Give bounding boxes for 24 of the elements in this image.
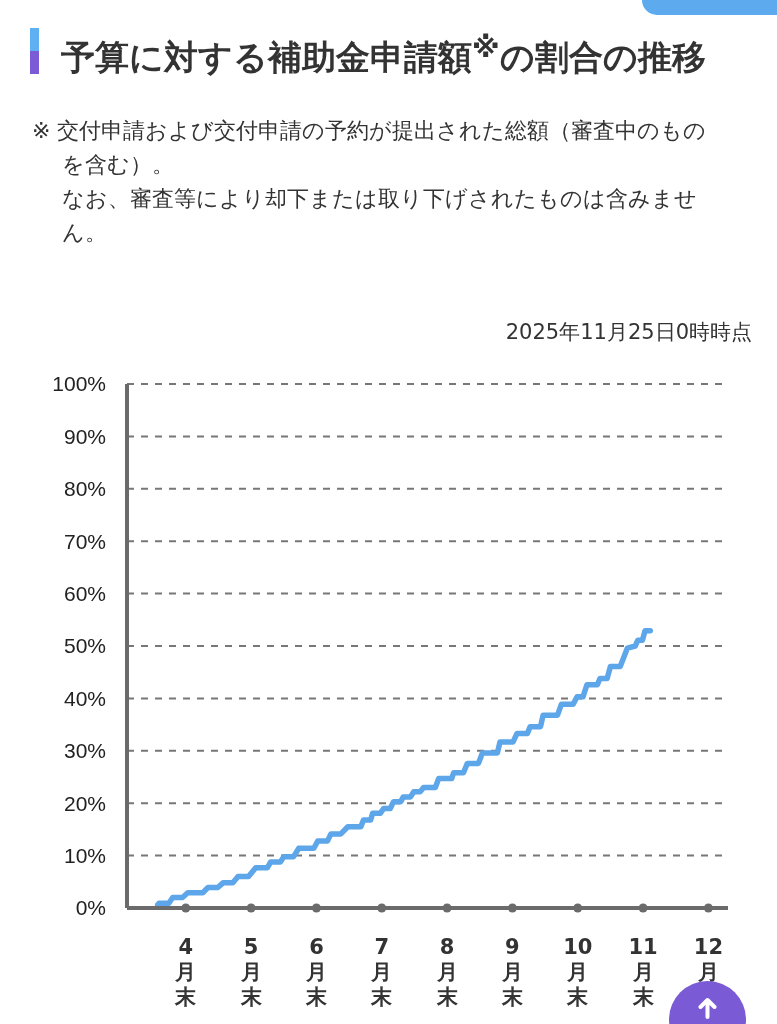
x-tick-label: 7月末 <box>370 935 394 1009</box>
x-tick-label: 4月末 <box>174 935 198 1009</box>
y-tick-label: 60% <box>63 582 106 606</box>
chart-title: 予算に対する補助金申請額$^{※}$の割合の推移 <box>61 30 706 78</box>
chart-subtitle: 2025年11月25日0時時点 <box>504 319 752 346</box>
y-tick-label: 80% <box>63 477 106 501</box>
y-tick-label: 20% <box>63 791 106 815</box>
x-tick-label: 6月末 <box>304 935 328 1009</box>
y-tick-label: 30% <box>63 739 106 763</box>
x-tick-label: 8月末 <box>435 935 459 1009</box>
x-tick-label: 10月末 <box>563 935 593 1009</box>
x-tick-label: 9月末 <box>500 935 524 1009</box>
text: ※ 交付申請および交付申請の予約が提出された総額（審査中のものを含む）。 <box>32 117 708 179</box>
y-tick-label: 50% <box>63 634 106 658</box>
y-tick-label: 90% <box>63 424 106 448</box>
text: なお、審査等により却下または取り下げされたものは含みません。 <box>62 185 698 247</box>
y-tick-label: 0% <box>75 896 106 920</box>
y-tick-label: 70% <box>63 529 106 553</box>
x-tick-label: 5月末 <box>239 935 263 1009</box>
y-tick-label: 100% <box>52 372 106 396</box>
y-tick-label: 40% <box>63 686 106 710</box>
x-tick-label: 11月末 <box>628 935 658 1009</box>
x-tick-label: 12月 <box>693 935 724 984</box>
y-tick-label: 10% <box>63 844 106 868</box>
